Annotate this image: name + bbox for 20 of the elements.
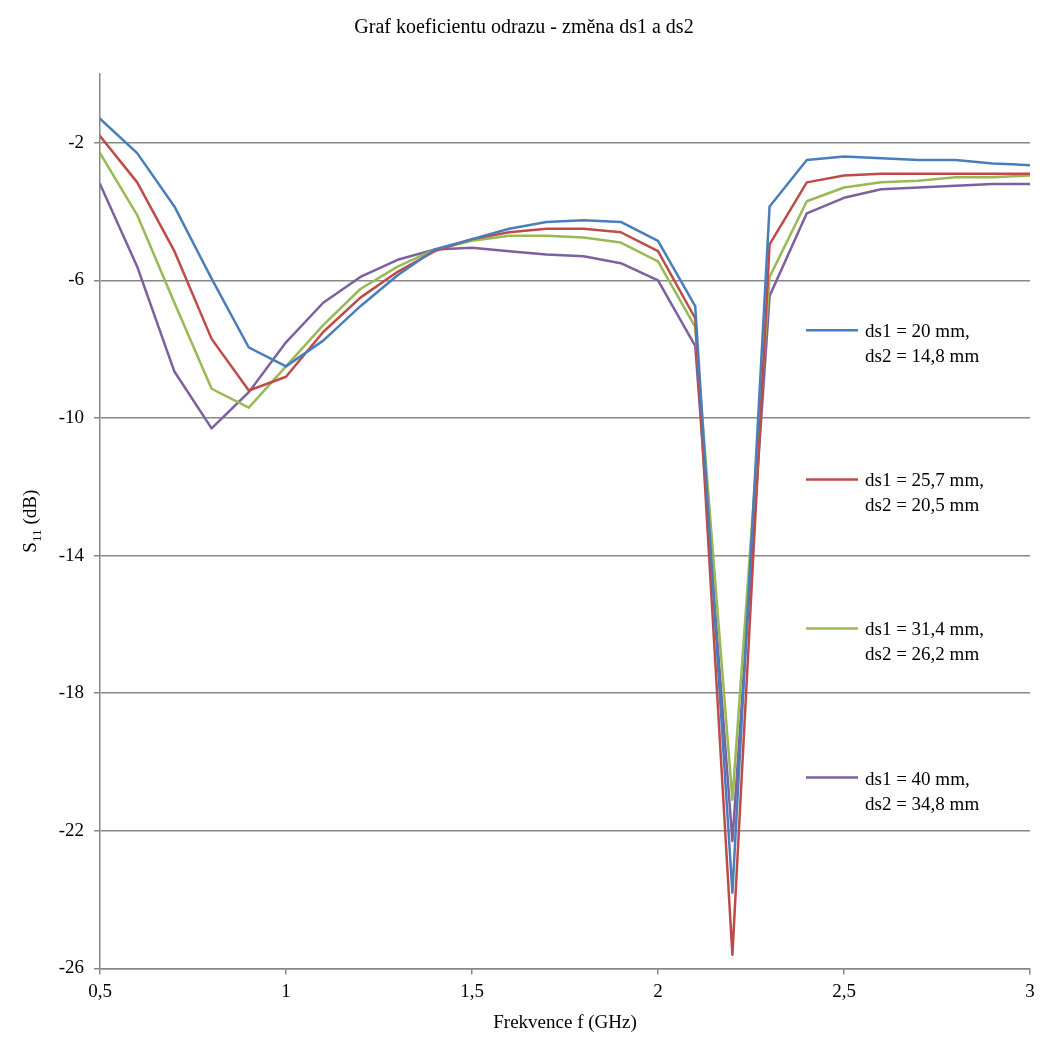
x-tick-label: 0,5 [88,979,112,1001]
y-tick-label: -10 [58,405,84,427]
x-tick-label: 2,5 [832,979,856,1001]
y-tick-label: -14 [58,543,85,565]
y-tick-label: -2 [68,130,84,152]
y-tick-label: -26 [58,956,84,978]
x-axis-title: Frekvence f (GHz) [493,1010,637,1033]
x-tick-label: 3 [1025,979,1035,1001]
x-tick-label: 1,5 [460,979,484,1001]
y-tick-label: -22 [58,818,84,840]
legend-label: ds1 = 31,4 mm, ds2 = 26,2 mm [865,618,984,665]
x-tick-label: 1 [281,979,291,1001]
y-tick-label: -6 [68,268,84,290]
legend-label: ds1 = 20 mm, ds2 = 14,8 mm [865,320,980,367]
chart-title: Graf koeficientu odrazu - změna ds1 a ds2 [354,15,694,38]
legend-label: ds1 = 25,7 mm, ds2 = 20,5 mm [865,469,984,516]
y-axis-title: S11 (dB) [19,489,44,553]
legend-label: ds1 = 40 mm, ds2 = 34,8 mm [865,767,980,814]
y-tick-label: -18 [58,681,84,703]
x-tick-label: 2 [653,979,663,1001]
